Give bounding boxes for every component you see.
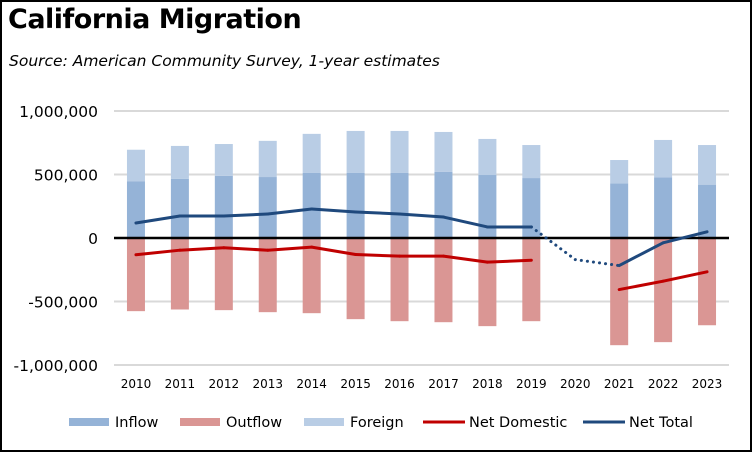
- x-tick-label: 2022: [648, 377, 679, 391]
- line-segment-net-total: [441, 215, 489, 229]
- x-tick-label: 2018: [472, 377, 503, 391]
- x-tick-label: 2017: [428, 377, 459, 391]
- bar-foreign: [214, 144, 233, 176]
- bar-outflow: [258, 238, 277, 313]
- bar-foreign: [434, 131, 453, 172]
- line-segment-net-domestic: [178, 246, 226, 252]
- line-segment-net-domestic: [485, 258, 533, 264]
- bar-inflow: [478, 175, 497, 238]
- legend-item-net-domestic: Net Domestic: [423, 415, 567, 431]
- bar-foreign: [610, 160, 629, 184]
- bar-outflow: [698, 238, 717, 326]
- y-tick-label: -500,000: [28, 294, 98, 312]
- legend-label: Net Domestic: [469, 415, 567, 431]
- y-tick-label: 0: [88, 230, 98, 248]
- bar-outflow: [434, 238, 453, 323]
- y-tick-label: 500,000: [34, 167, 98, 185]
- x-tick-label: 2013: [252, 377, 283, 391]
- line-segment-net-domestic: [310, 245, 358, 257]
- bar-foreign: [654, 139, 673, 178]
- line-segment-net-domestic: [354, 253, 402, 258]
- bar-outflow: [346, 238, 365, 320]
- x-tick-label: 2015: [340, 377, 371, 391]
- y-tick-label: 1,000,000: [19, 103, 98, 121]
- bar-foreign: [346, 130, 365, 173]
- legend-swatch: [180, 418, 220, 426]
- line-segment-net-total: [222, 212, 270, 218]
- bar-foreign: [302, 133, 321, 173]
- bar-outflow: [610, 238, 629, 346]
- bar-outflow: [214, 238, 233, 311]
- line-segment-net-domestic: [441, 254, 489, 264]
- legend-item-outflow: Outflow: [180, 415, 282, 431]
- bar-inflow: [214, 175, 233, 238]
- legend-item-inflow: Inflow: [69, 415, 158, 431]
- bar-outflow: [170, 238, 189, 310]
- legend-label: Outflow: [226, 415, 282, 431]
- legend-swatch: [304, 418, 344, 426]
- line-segment-net-domestic: [617, 279, 665, 292]
- bar-foreign: [258, 140, 277, 178]
- line-segment-net-total: [573, 258, 621, 268]
- y-axis-ticks: 1,000,000 500,000 0 -500,000 -1,000,000: [14, 103, 98, 375]
- line-segment-net-total: [354, 210, 402, 216]
- bar-foreign: [390, 130, 409, 173]
- line-segment-net-domestic: [266, 245, 314, 252]
- bar-inflow: [610, 183, 629, 238]
- lines: [134, 207, 709, 292]
- line-segment-net-domestic: [134, 248, 182, 257]
- legend-item-foreign: Foreign: [304, 415, 404, 431]
- bar-outflow: [478, 238, 497, 327]
- bar-foreign: [522, 145, 541, 179]
- x-tick-label: 2014: [296, 377, 327, 391]
- bar-foreign: [478, 138, 497, 176]
- x-tick-label: 2010: [121, 377, 152, 391]
- legend-label: Net Total: [629, 415, 693, 431]
- line-segment-net-total: [266, 207, 314, 216]
- bar-inflow: [302, 172, 321, 238]
- line-segment-net-total: [398, 212, 445, 219]
- bar-foreign: [698, 145, 717, 185]
- bar-outflow: [654, 238, 673, 343]
- bar-inflow: [698, 184, 717, 238]
- bar-inflow: [522, 178, 541, 238]
- bar-foreign: [126, 149, 145, 182]
- line-segment-net-total: [134, 214, 182, 225]
- bar-inflow: [654, 177, 673, 238]
- legend-label: Foreign: [350, 415, 404, 431]
- x-tick-label: 2011: [165, 377, 196, 391]
- line-segment-net-total: [310, 207, 358, 214]
- legend-label: Inflow: [115, 415, 158, 431]
- bar-outflow: [302, 238, 321, 314]
- bar-inflow: [258, 177, 277, 238]
- x-tick-label: 2016: [384, 377, 415, 391]
- bar-outflow: [390, 238, 409, 322]
- line-segment-net-domestic: [222, 246, 270, 252]
- line-segment-net-total: [661, 230, 709, 245]
- x-axis-ticks: 2010 2011 2012 2013 2014 2015 2016 2017 2018 2019…: [121, 377, 723, 391]
- line-segment-net-total: [617, 241, 665, 268]
- bar-inflow: [126, 181, 145, 238]
- bar-outflow: [126, 238, 145, 312]
- chart-subtitle: Source: American Community Survey, 1-yea…: [9, 52, 440, 70]
- bar-foreign: [170, 145, 189, 179]
- bars: [126, 130, 717, 346]
- legend-swatch: [69, 418, 109, 426]
- x-tick-label: 2020: [560, 377, 591, 391]
- bar-inflow: [170, 178, 189, 238]
- y-tick-label: -1,000,000: [14, 357, 98, 375]
- bar-inflow: [390, 172, 409, 238]
- bar-inflow: [346, 172, 365, 238]
- x-tick-label: 2023: [692, 377, 723, 391]
- bar-inflow: [434, 171, 453, 238]
- x-tick-label: 2019: [516, 377, 547, 391]
- x-tick-label: 2012: [209, 377, 240, 391]
- x-tick-label: 2021: [604, 377, 635, 391]
- line-segment-net-domestic: [661, 270, 709, 283]
- legend: Inflow Outflow Foreign Net Domestic Net Tota…: [69, 415, 693, 431]
- chart-title: California Migration: [8, 4, 302, 35]
- bar-outflow: [522, 238, 541, 322]
- legend-item-net-total: Net Total: [583, 415, 693, 431]
